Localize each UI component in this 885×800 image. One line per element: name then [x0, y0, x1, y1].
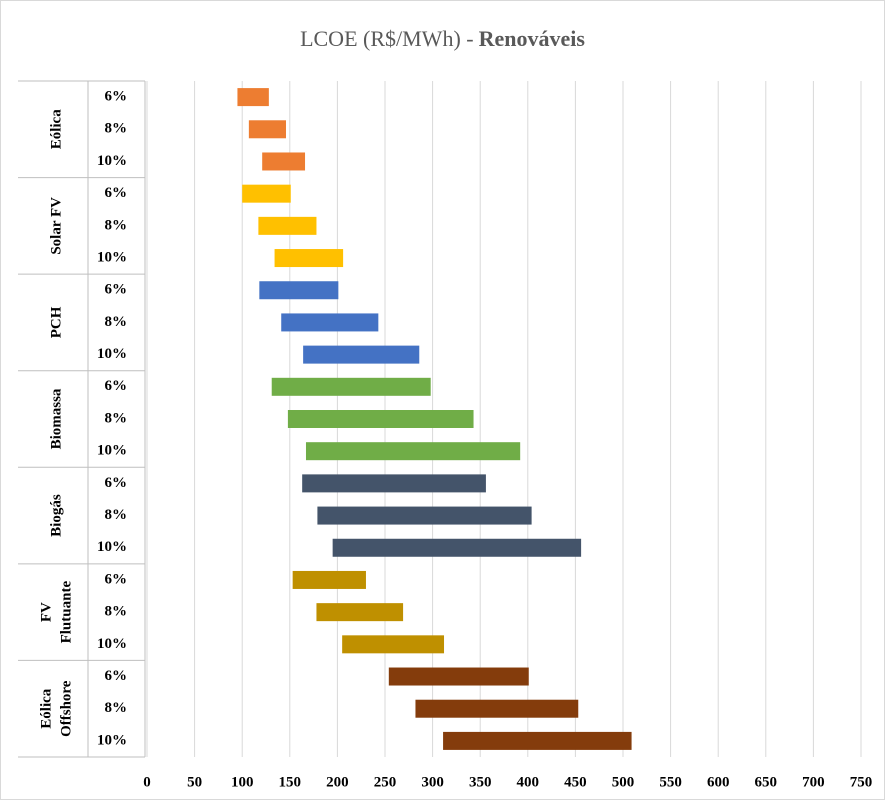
bar: [415, 699, 579, 718]
group-label: Offshore: [58, 680, 74, 737]
bar: [303, 345, 420, 364]
group-label: FV: [38, 602, 54, 622]
row-label: 8%: [105, 217, 128, 233]
row-label: 10%: [97, 346, 127, 362]
bar: [292, 570, 366, 589]
bar: [305, 442, 521, 461]
x-tick-label: 650: [755, 774, 778, 790]
row-label: 6%: [105, 185, 128, 201]
group-label: Eólica: [48, 109, 64, 149]
bar: [388, 667, 529, 686]
bar: [317, 506, 532, 525]
bar: [258, 216, 317, 235]
row-label: 10%: [97, 636, 127, 652]
title-text: LCOE (R$/MWh) -: [300, 26, 474, 51]
x-tick-label: 750: [850, 774, 873, 790]
group-label: Flutuante: [58, 581, 74, 644]
bar: [237, 88, 269, 107]
x-tick-label: 700: [802, 774, 825, 790]
x-tick-label: 0: [143, 774, 151, 790]
row-label: 10%: [97, 443, 127, 459]
group-label: Solar FV: [48, 197, 64, 255]
x-tick-label: 500: [612, 774, 635, 790]
x-tick-label: 300: [421, 774, 444, 790]
row-label: 8%: [105, 604, 128, 620]
bar: [316, 603, 404, 622]
row-label: 8%: [105, 314, 128, 330]
row-label: 10%: [97, 153, 127, 169]
x-tick-label: 50: [187, 774, 202, 790]
row-label: 6%: [105, 668, 128, 684]
row-label: 6%: [105, 282, 128, 298]
row-label: 10%: [97, 249, 127, 265]
bar: [332, 538, 582, 557]
row-label: 8%: [105, 507, 128, 523]
bar: [242, 184, 291, 203]
bar: [302, 474, 486, 493]
x-tick-label: 450: [564, 774, 587, 790]
bar: [271, 377, 431, 396]
row-label: 8%: [105, 410, 128, 426]
row-label: 6%: [105, 475, 128, 491]
group-label: Eólica: [38, 688, 54, 728]
row-label: 6%: [105, 571, 128, 587]
group-label: PCH: [48, 306, 64, 338]
row-label: 8%: [105, 700, 128, 716]
row-label: 6%: [105, 378, 128, 394]
x-tick-label: 600: [707, 774, 730, 790]
bar: [262, 152, 306, 171]
bar: [274, 249, 344, 268]
x-tick-label: 250: [374, 774, 397, 790]
bar: [443, 731, 632, 750]
bar: [281, 313, 379, 332]
bar: [248, 120, 286, 139]
row-label: 8%: [105, 121, 128, 137]
x-tick-label: 350: [469, 774, 492, 790]
row-label: 6%: [105, 89, 128, 105]
bar: [342, 635, 445, 654]
bar: [259, 281, 339, 300]
x-tick-label: 550: [659, 774, 682, 790]
group-label: Biogás: [48, 494, 64, 537]
row-label: 10%: [97, 539, 127, 555]
x-tick-label: 200: [326, 774, 349, 790]
title-emphasis: Renováveis: [478, 26, 585, 51]
x-tick-label: 100: [231, 774, 254, 790]
x-tick-label: 400: [517, 774, 540, 790]
bar: [287, 410, 474, 428]
chart-title: LCOE (R$/MWh) - Renováveis: [0, 26, 885, 52]
group-label: Biomassa: [48, 388, 64, 449]
row-label: 10%: [97, 732, 127, 748]
x-tick-label: 150: [279, 774, 302, 790]
